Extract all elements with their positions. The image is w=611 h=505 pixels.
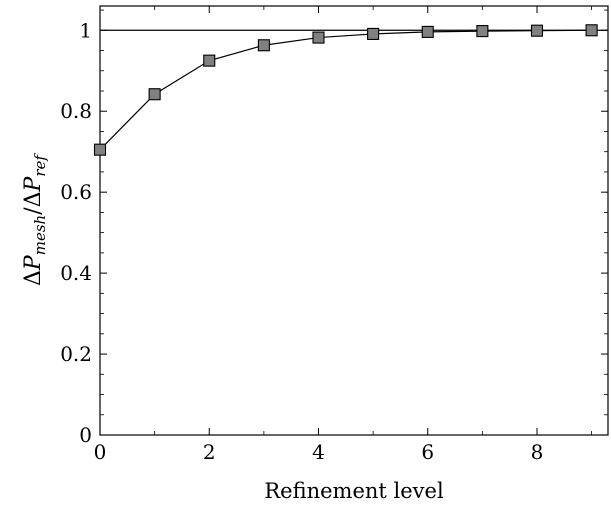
x-tick-label: 4	[312, 440, 325, 464]
data-point-marker	[312, 31, 325, 44]
y-axis-title: ΔPmesh/ΔPref	[21, 153, 49, 286]
axes-frame	[99, 5, 609, 436]
data-point-marker	[93, 143, 107, 156]
y-tick-label: 0.6	[60, 180, 92, 204]
y-title-delta-2: Δ	[21, 191, 46, 207]
data-point-marker	[203, 54, 216, 67]
data-point-marker	[257, 39, 270, 52]
y-tick-label: 1	[79, 18, 92, 42]
y-tick-label: 0.2	[60, 342, 92, 366]
series-line	[99, 29, 592, 151]
y-tick-label: 0	[79, 423, 92, 447]
y-title-delta-1: Δ	[21, 270, 46, 286]
data-point-marker	[530, 24, 544, 37]
y-title-subscript-1: mesh	[31, 215, 49, 255]
data-point-marker	[148, 88, 161, 101]
y-title-slash: /	[21, 207, 46, 215]
y-title-p-1: P	[21, 254, 46, 271]
y-title-p-2: P	[21, 175, 46, 192]
y-tick-label: 0.8	[60, 99, 92, 123]
x-tick-label: 6	[421, 440, 434, 464]
data-point-marker	[421, 25, 434, 38]
x-tick-label: 8	[531, 440, 544, 464]
x-axis-title: Refinement level	[264, 479, 444, 503]
data-point-marker	[585, 24, 598, 37]
plot-area-border	[99, 5, 609, 436]
tick-labels: 0 2 4 6 8 0 0.2 0.4 0.6 0.8 1	[60, 18, 543, 464]
x-tick-label: 2	[203, 440, 216, 464]
x-tick-label: 0	[94, 440, 107, 464]
y-title-subscript-2: ref	[31, 153, 49, 177]
data-point-marker	[476, 25, 489, 38]
series-markers	[93, 24, 598, 156]
y-tick-label: 0.4	[60, 261, 92, 285]
data-point-marker	[367, 27, 380, 40]
axis-ticks	[99, 6, 608, 436]
